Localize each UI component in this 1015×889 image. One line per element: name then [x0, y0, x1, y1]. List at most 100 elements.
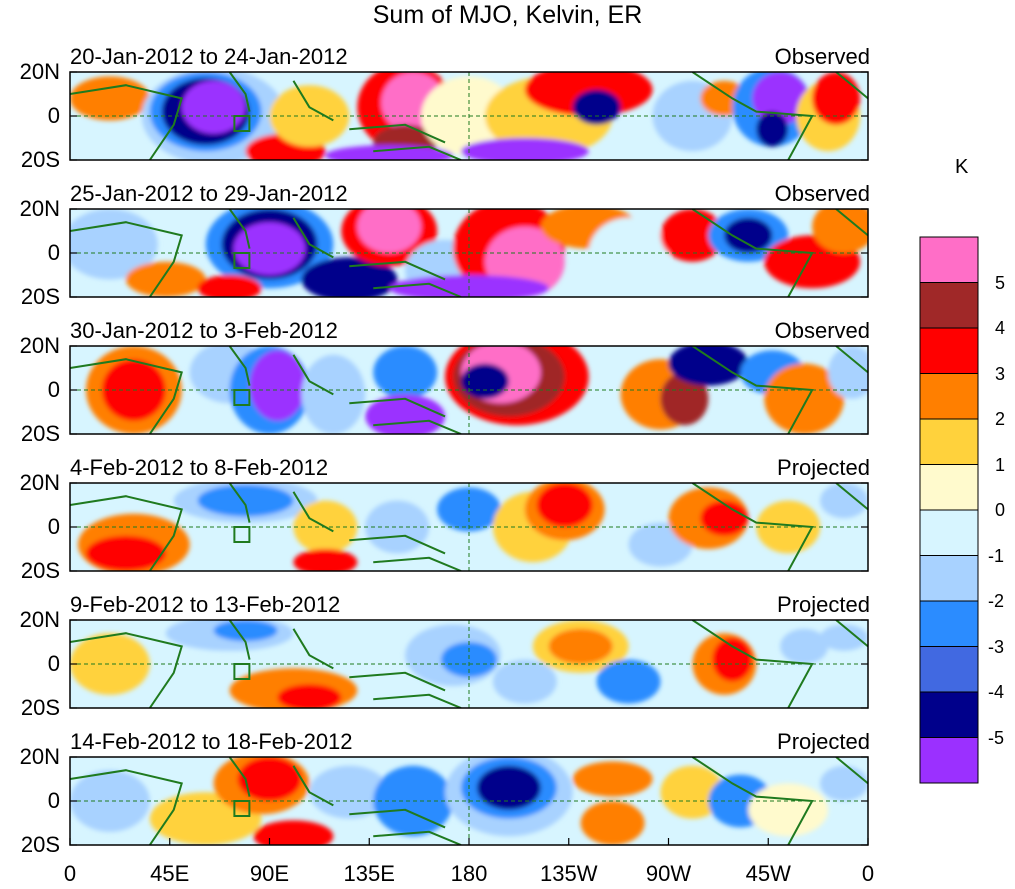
anomaly-contour	[660, 372, 709, 426]
coastline	[70, 72, 868, 160]
colorbar-label: 3	[995, 363, 1006, 384]
lon-label: 135W	[540, 861, 598, 886]
lat-label: 20N	[19, 196, 60, 221]
anomaly-contour	[780, 628, 829, 665]
lat-label: 0	[47, 103, 60, 128]
map-panel	[70, 209, 868, 297]
anomaly-contour	[253, 820, 334, 845]
lon-label: 180	[450, 861, 488, 886]
lat-label: 20S	[20, 832, 60, 857]
lat-label: 20S	[20, 421, 60, 446]
lat-label: 20N	[19, 744, 60, 769]
map-panel	[70, 757, 868, 845]
map-panel	[70, 346, 868, 434]
colorbar-swatch	[919, 600, 979, 647]
lon-label: 45E	[150, 861, 190, 886]
anomaly-contour	[820, 483, 868, 519]
anomaly-contour	[437, 487, 501, 532]
colorbar-swatch	[919, 327, 979, 374]
anomaly-contour	[373, 346, 438, 399]
lat-label: 20N	[19, 333, 60, 358]
colorbar-label: -2	[988, 591, 1005, 611]
figure-title: Sum of MJO, Kelvin, ER	[372, 1, 643, 29]
panel-status: Observed	[774, 318, 870, 343]
panel-date-range: 9-Feb-2012 to 13-Feb-2012	[70, 592, 341, 617]
anomaly-contour	[712, 637, 753, 682]
panel-status: Observed	[774, 181, 870, 206]
lon-label: 135E	[343, 861, 395, 886]
colorbar-unit: K	[955, 156, 969, 178]
lat-label: 0	[47, 514, 60, 539]
anomaly-contour	[660, 765, 725, 819]
anomaly-contour	[588, 217, 669, 289]
anomaly-contour	[197, 275, 262, 297]
lat-label: 20S	[20, 695, 60, 720]
anomaly-contour	[233, 222, 306, 275]
lat-label: 20S	[20, 147, 60, 172]
colorbar-label: 5	[995, 272, 1006, 293]
anomaly-contour	[293, 549, 358, 571]
coastline	[70, 209, 868, 297]
panel-date-range: 25-Jan-2012 to 29-Jan-2012	[70, 181, 348, 206]
colorbar-swatch	[919, 509, 979, 556]
colorbar-swatch	[919, 236, 979, 283]
colorbar-label: -1	[988, 545, 1005, 566]
anomaly-contour	[461, 363, 509, 399]
anomaly-contour	[181, 80, 246, 134]
panel-status: Projected	[777, 729, 870, 754]
anomaly-contour	[756, 111, 789, 147]
colorbar-label: 1	[995, 454, 1006, 475]
lat-label: 20S	[20, 558, 60, 583]
map-panel	[70, 72, 868, 160]
panel-date-range: 20-Jan-2012 to 24-Jan-2012	[70, 44, 348, 69]
anomaly-contour	[441, 642, 497, 678]
lon-label: 45W	[745, 861, 791, 886]
lat-label: 0	[47, 240, 60, 265]
anomaly-contour	[536, 483, 593, 527]
colorbar-label: 2	[995, 409, 1006, 429]
panel-date-range: 4-Feb-2012 to 8-Feb-2012	[70, 455, 329, 480]
colorbar-swatch	[919, 418, 979, 465]
anomaly-contour	[572, 89, 621, 125]
anomaly-contour	[764, 363, 845, 434]
coastline	[70, 346, 868, 434]
lat-label: 20N	[19, 607, 60, 632]
colorbar-swatch	[919, 282, 979, 329]
lat-label: 0	[47, 788, 60, 813]
colorbar-swatch	[919, 555, 979, 602]
anomaly-contour	[70, 76, 150, 121]
colorbar-label: -5	[988, 727, 1005, 748]
panel-date-range: 30-Jan-2012 to 3-Feb-2012	[70, 318, 338, 343]
map-panel	[70, 483, 868, 571]
anomaly-contour	[820, 765, 868, 802]
colorbar-swatch	[919, 691, 979, 738]
lat-label: 20N	[19, 470, 60, 495]
anomaly-contour	[572, 761, 653, 797]
anomaly-contour	[812, 209, 868, 253]
anomaly-contour	[309, 765, 390, 819]
anomaly-contour	[213, 620, 278, 642]
coastline	[70, 620, 868, 708]
anomaly-contour	[700, 500, 749, 536]
anomaly-contour	[820, 624, 868, 651]
anomaly-contour	[125, 261, 206, 297]
panel-status: Projected	[777, 592, 870, 617]
anomaly-contour	[668, 346, 749, 386]
colorbar-label: 0	[995, 500, 1006, 520]
anomaly-contour	[461, 138, 589, 160]
colorbar-label: -4	[988, 682, 1005, 702]
colorbar-label: -3	[988, 636, 1005, 657]
colorbar-swatch	[919, 737, 979, 784]
panel-date-range: 14-Feb-2012 to 18-Feb-2012	[70, 729, 353, 754]
anomaly-contour	[70, 633, 150, 695]
colorbar-swatch	[919, 464, 979, 511]
anomaly-contour	[301, 257, 398, 297]
lat-label: 0	[47, 651, 60, 676]
anomaly-contour	[724, 217, 773, 253]
anomaly-contour	[580, 801, 645, 845]
anomaly-contour	[660, 209, 725, 262]
anomaly-contour	[249, 350, 306, 421]
lat-label: 20S	[20, 284, 60, 309]
anomaly-contour	[492, 659, 557, 704]
